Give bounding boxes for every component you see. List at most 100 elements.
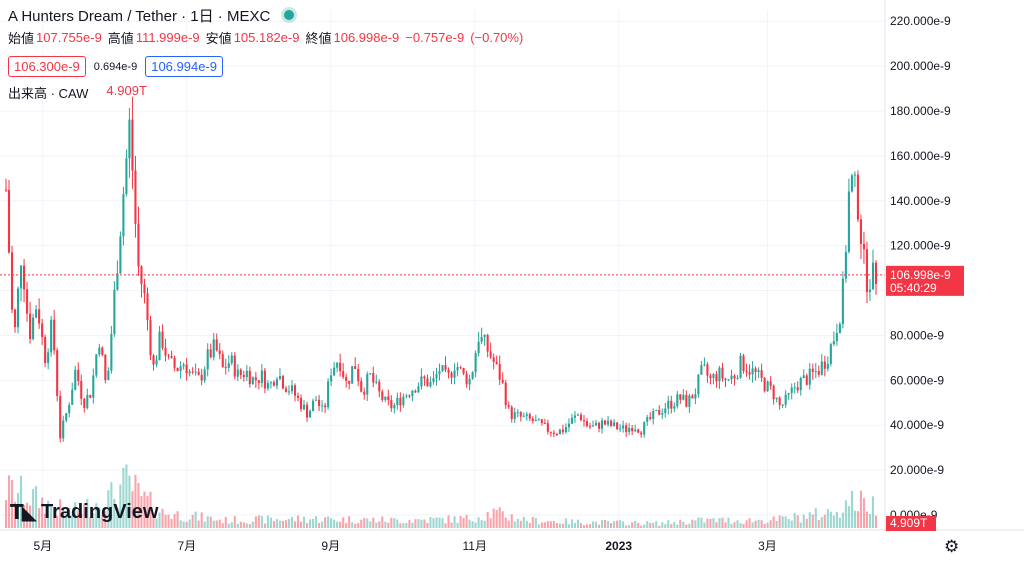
gear-icon[interactable]: ⚙ — [944, 537, 960, 556]
candle-body — [378, 381, 381, 392]
bid-price-box[interactable]: 106.300e-9 — [8, 56, 86, 77]
volume-bar — [284, 520, 288, 528]
market-status-icon[interactable] — [284, 10, 295, 20]
candle-body — [122, 194, 125, 237]
candle-body — [820, 361, 823, 375]
candle-body — [643, 421, 646, 435]
candle-body — [658, 409, 661, 415]
candle-body — [260, 370, 263, 383]
volume-bar — [161, 508, 164, 528]
volume-bar — [778, 515, 781, 528]
volume-bar — [89, 516, 92, 528]
volume-bar — [823, 514, 826, 528]
volume-bar — [808, 512, 811, 528]
candle-body — [507, 405, 510, 408]
tradingview-logo[interactable]: T◣ TradingView — [10, 500, 158, 524]
volume-bar — [185, 521, 188, 528]
candle-body — [65, 413, 68, 421]
candle-body — [59, 396, 62, 439]
candle-body — [601, 420, 604, 429]
candle-body — [366, 374, 369, 395]
volume-bar — [601, 520, 604, 528]
countdown-value: 05:40:29 — [890, 281, 937, 295]
legend: A Hunters Dream / Tether · 1日 · MEXC 始値 1… — [8, 4, 527, 102]
volume-bar — [492, 508, 495, 528]
candle-body — [610, 420, 613, 426]
candle-body — [501, 379, 504, 383]
candle-body — [594, 423, 598, 426]
volume-bar — [296, 515, 300, 528]
candle-body — [655, 409, 658, 411]
volume-bar — [838, 517, 841, 528]
volume-bar — [411, 522, 414, 528]
volume-bar — [13, 501, 17, 528]
candle-body — [697, 374, 700, 395]
volume-bar — [372, 517, 375, 528]
candle-body — [709, 375, 712, 378]
volume-bar — [504, 517, 507, 528]
volume-bar — [447, 515, 450, 528]
volume-bar — [805, 518, 808, 528]
volume-bar — [269, 517, 272, 528]
volume-bar — [281, 520, 285, 528]
volume-bar — [357, 523, 360, 528]
volume-bar — [835, 511, 838, 528]
volume-bar — [661, 522, 664, 528]
candle-body — [191, 371, 194, 373]
candle-body — [287, 391, 291, 393]
volume-bar — [242, 522, 245, 528]
candle-body — [673, 406, 676, 409]
volume-bar — [847, 506, 850, 528]
logo-text: TradingView — [41, 500, 159, 523]
volume-bar — [86, 498, 89, 528]
volume-bar — [348, 516, 351, 528]
volume-bar — [278, 520, 281, 528]
candle-body — [772, 385, 775, 400]
candle-body — [604, 420, 607, 425]
volume-bar — [420, 519, 423, 528]
candle-body — [576, 414, 580, 416]
candle-body — [444, 365, 447, 370]
volume-bar — [351, 522, 354, 528]
candle-body — [351, 366, 354, 384]
candle-body — [582, 420, 586, 422]
candle-body — [570, 417, 574, 424]
volume-bar — [113, 498, 116, 528]
symbol-title[interactable]: A Hunters Dream / Tether · 1日 · MEXC — [8, 7, 271, 25]
volume-bar — [417, 519, 420, 528]
low-label: 安値 — [205, 30, 232, 46]
volume-bar — [4, 500, 8, 528]
volume-bar — [576, 519, 580, 528]
volume-bar — [327, 516, 330, 528]
volume-bar — [119, 484, 122, 528]
volume-bar — [793, 512, 796, 528]
volume-bar — [754, 520, 757, 528]
candle-body — [50, 319, 53, 353]
candle-body — [853, 174, 856, 176]
candle-body — [29, 313, 32, 339]
x-tick-label: 3月 — [758, 539, 777, 553]
candle-body — [625, 425, 628, 433]
x-tick-label: 11月 — [463, 539, 487, 553]
volume-bar — [170, 518, 173, 528]
volume-bar — [664, 524, 667, 528]
candle-body — [715, 374, 718, 382]
volume-bar — [287, 519, 291, 528]
volume-bar — [336, 521, 339, 528]
volume-legend[interactable]: 出来高 · CAW 4.909T — [8, 83, 527, 102]
volume-bar — [128, 475, 131, 528]
candle-body — [808, 368, 811, 385]
candle-body — [420, 376, 423, 387]
ask-price-box[interactable]: 106.994e-9 — [145, 56, 223, 77]
volume-bar — [378, 521, 381, 528]
candle-body — [700, 365, 703, 375]
candle-body — [167, 355, 170, 357]
time-axis: 5月 7月 9月 11月 2023 3月 — [0, 529, 1024, 553]
volume-bar — [453, 516, 456, 528]
volume-bar — [607, 520, 610, 528]
volume-bar — [874, 515, 878, 528]
volume-bar — [272, 521, 275, 528]
candle-body — [390, 400, 393, 409]
candle-body — [447, 369, 450, 373]
